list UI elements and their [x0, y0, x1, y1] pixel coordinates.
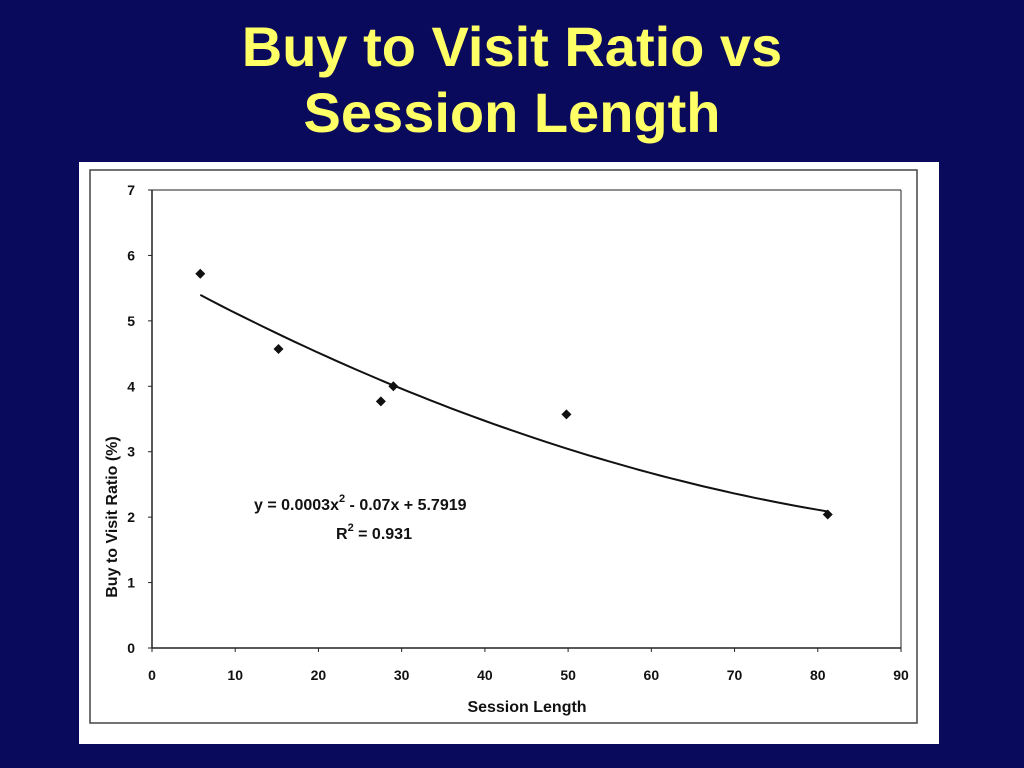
scatter-chart: 0 10 20 30 40 50 60 70 80 90 0 1 2 3 4 5 6 7 Session Leng… — [89, 169, 918, 724]
y-tick-label: 5 — [127, 313, 135, 329]
slide-title: Buy to Visit Ratio vs Session Length — [0, 14, 1024, 146]
x-tick-label: 60 — [644, 667, 660, 683]
data-point — [388, 381, 399, 392]
data-point — [375, 396, 386, 407]
x-tick-label: 20 — [311, 667, 327, 683]
tick-labels: 0 10 20 30 40 50 60 70 80 90 0 1 2 3 4 5 6 7 — [127, 182, 909, 683]
data-point — [561, 409, 572, 420]
data-point — [195, 268, 206, 279]
y-tick-label: 1 — [127, 575, 135, 591]
equation-exponent: 2 — [339, 493, 345, 505]
x-axis-label: Session Length — [467, 699, 586, 716]
x-tick-label: 40 — [477, 667, 493, 683]
x-tick-label: 30 — [394, 667, 410, 683]
y-axis-label: Buy to Visit Ratio (%) — [104, 436, 121, 598]
data-point — [273, 343, 284, 354]
chart-panel: 0 10 20 30 40 50 60 70 80 90 0 1 2 3 4 5 6 7 Session Leng… — [79, 162, 939, 744]
y-tick-label: 6 — [127, 247, 135, 263]
y-tick-label: 3 — [127, 444, 135, 460]
y-tick-label: 7 — [127, 182, 135, 198]
x-tick-label: 10 — [227, 667, 243, 683]
r2-exponent: 2 — [348, 522, 354, 534]
plot-frame — [151, 189, 902, 649]
x-tick-label: 90 — [893, 667, 909, 683]
slide-title-line-2: Session Length — [303, 81, 721, 144]
trendline-equation: y = 0.0003x2 - 0.07x + 5.7919 — [254, 493, 467, 514]
x-tick-label: 0 — [148, 667, 156, 683]
r2-suffix: = 0.931 — [354, 526, 412, 543]
data-points — [195, 268, 833, 520]
slide-title-line-1: Buy to Visit Ratio vs — [241, 15, 783, 78]
equation-suffix: - 0.07x + 5.7919 — [345, 497, 467, 514]
r-squared: R2 = 0.931 — [336, 522, 412, 543]
y-tick-label: 2 — [127, 509, 135, 525]
axis-ticks — [148, 189, 902, 652]
x-tick-label: 50 — [560, 667, 576, 683]
chart-outer-border — [89, 169, 918, 724]
x-tick-label: 70 — [727, 667, 743, 683]
x-tick-label: 80 — [810, 667, 826, 683]
trendline-curve — [199, 294, 828, 513]
r2-prefix: R — [336, 526, 348, 543]
data-point — [822, 509, 833, 520]
y-tick-label: 0 — [127, 640, 135, 656]
y-tick-label: 4 — [127, 378, 135, 394]
equation-prefix: y = 0.0003x — [254, 497, 339, 514]
